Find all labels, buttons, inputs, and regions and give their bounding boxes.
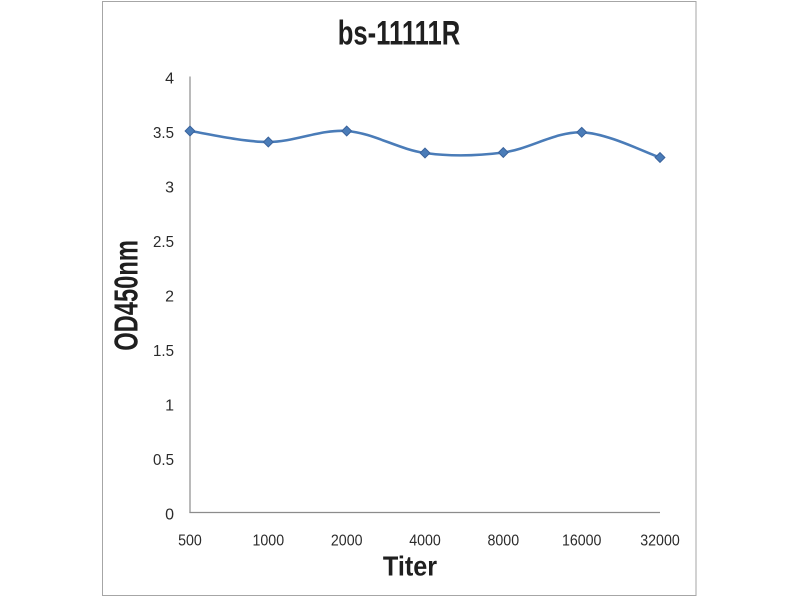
svg-text:8000: 8000 xyxy=(488,532,520,549)
svg-text:2.5: 2.5 xyxy=(153,234,174,251)
svg-text:1: 1 xyxy=(165,398,174,415)
svg-text:1.5: 1.5 xyxy=(153,343,174,360)
svg-text:16000: 16000 xyxy=(562,532,602,549)
svg-text:3.5: 3.5 xyxy=(153,125,174,142)
svg-text:4: 4 xyxy=(165,71,174,88)
svg-text:4000: 4000 xyxy=(409,532,441,549)
svg-text:OD450nm: OD450nm xyxy=(107,240,144,351)
svg-text:0.5: 0.5 xyxy=(153,452,174,469)
svg-text:bs-11111R: bs-11111R xyxy=(338,15,461,53)
svg-text:0: 0 xyxy=(165,507,174,524)
svg-text:3: 3 xyxy=(165,180,174,197)
svg-text:1000: 1000 xyxy=(253,532,285,549)
svg-text:Titer: Titer xyxy=(383,551,437,582)
svg-text:32000: 32000 xyxy=(640,532,680,549)
svg-text:500: 500 xyxy=(178,532,202,549)
svg-text:2: 2 xyxy=(165,289,174,306)
svg-text:2000: 2000 xyxy=(331,532,363,549)
